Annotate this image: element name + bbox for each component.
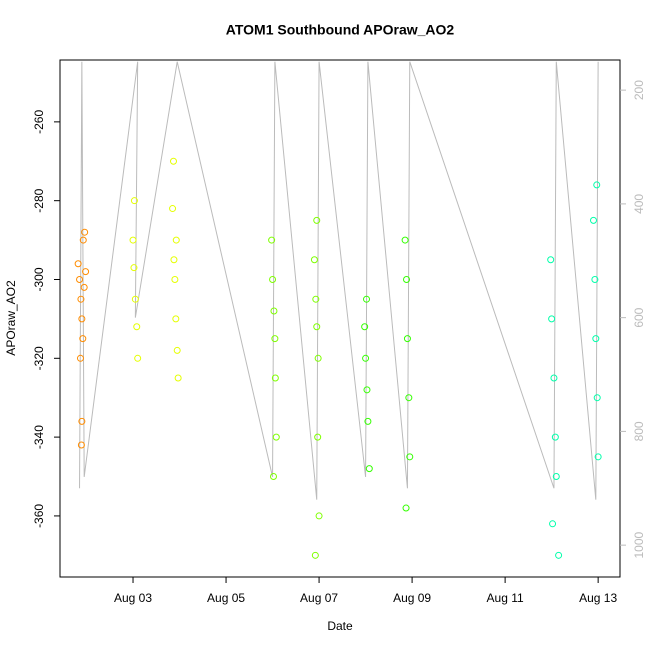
point (74, 260, 82, 268)
point (81, 228, 89, 236)
point (82, 268, 90, 276)
y-tick-label: -280 (32, 188, 46, 212)
point (131, 295, 139, 303)
point (77, 295, 85, 303)
point (552, 473, 560, 481)
point (364, 417, 372, 425)
point (270, 307, 278, 315)
point (79, 335, 87, 343)
point (555, 551, 563, 559)
point (592, 335, 600, 343)
point (593, 181, 601, 189)
x-tick-label: Aug 11 (487, 591, 524, 605)
y2-tick-label: 200 (632, 80, 646, 100)
x-tick-label: Aug 13 (579, 591, 617, 605)
point (269, 275, 277, 283)
point (314, 433, 322, 441)
point (549, 520, 557, 528)
y2-tick-label: 600 (632, 307, 646, 327)
point (169, 205, 177, 213)
x-tick-label: Aug 07 (300, 591, 338, 605)
point (591, 275, 599, 283)
point (76, 354, 84, 362)
y-tick-label: -320 (32, 346, 46, 370)
point (365, 465, 373, 473)
y-tick-label: -260 (32, 110, 46, 134)
point (171, 275, 179, 283)
point (311, 551, 319, 559)
point (76, 275, 84, 283)
point (310, 256, 318, 264)
point (134, 354, 142, 362)
point (363, 386, 371, 394)
x-tick-label: Aug 05 (207, 591, 245, 605)
point (272, 433, 280, 441)
y2-tick-label: 1000 (632, 531, 646, 558)
point (403, 275, 411, 283)
point (129, 236, 137, 244)
point (402, 504, 410, 512)
point (271, 374, 279, 382)
point (170, 256, 178, 264)
y-tick-label: -340 (32, 425, 46, 449)
point (594, 453, 602, 461)
point (550, 374, 558, 382)
y2-tick-label: 400 (632, 194, 646, 214)
point (315, 512, 323, 520)
point (547, 256, 555, 264)
point (312, 295, 320, 303)
point (363, 295, 371, 303)
y-axis-label: APOraw_AO2 (4, 280, 18, 356)
y2-tick-label: 800 (632, 421, 646, 441)
point (361, 323, 369, 331)
frame (59, 59, 621, 578)
point (405, 394, 413, 402)
point (401, 236, 409, 244)
point (78, 417, 86, 425)
profile-line (79, 61, 599, 500)
point (130, 197, 138, 205)
point (548, 315, 556, 323)
point (133, 323, 141, 331)
plot-area (74, 61, 602, 559)
point (362, 354, 370, 362)
point (78, 315, 86, 323)
point (80, 283, 88, 291)
point (269, 473, 277, 481)
y-tick-label: -300 (32, 267, 46, 291)
point (313, 323, 321, 331)
x-tick-label: Aug 09 (393, 591, 431, 605)
point (313, 216, 321, 224)
point (403, 335, 411, 343)
point (268, 236, 276, 244)
chart-title: ATOM1 Southbound APOraw_AO2 (226, 22, 455, 38)
point (174, 374, 182, 382)
point (406, 453, 414, 461)
point (130, 264, 138, 272)
point (593, 394, 601, 402)
point (173, 346, 181, 354)
y-tick-label: -360 (32, 504, 46, 528)
point (172, 315, 180, 323)
point (77, 441, 85, 449)
point (172, 236, 180, 244)
point (551, 433, 559, 441)
point (271, 335, 279, 343)
x-tick-label: Aug 03 (114, 591, 152, 605)
point (169, 157, 177, 165)
point (79, 236, 87, 244)
x-axis-label: Date (327, 619, 353, 633)
point (314, 354, 322, 362)
point (589, 216, 597, 224)
